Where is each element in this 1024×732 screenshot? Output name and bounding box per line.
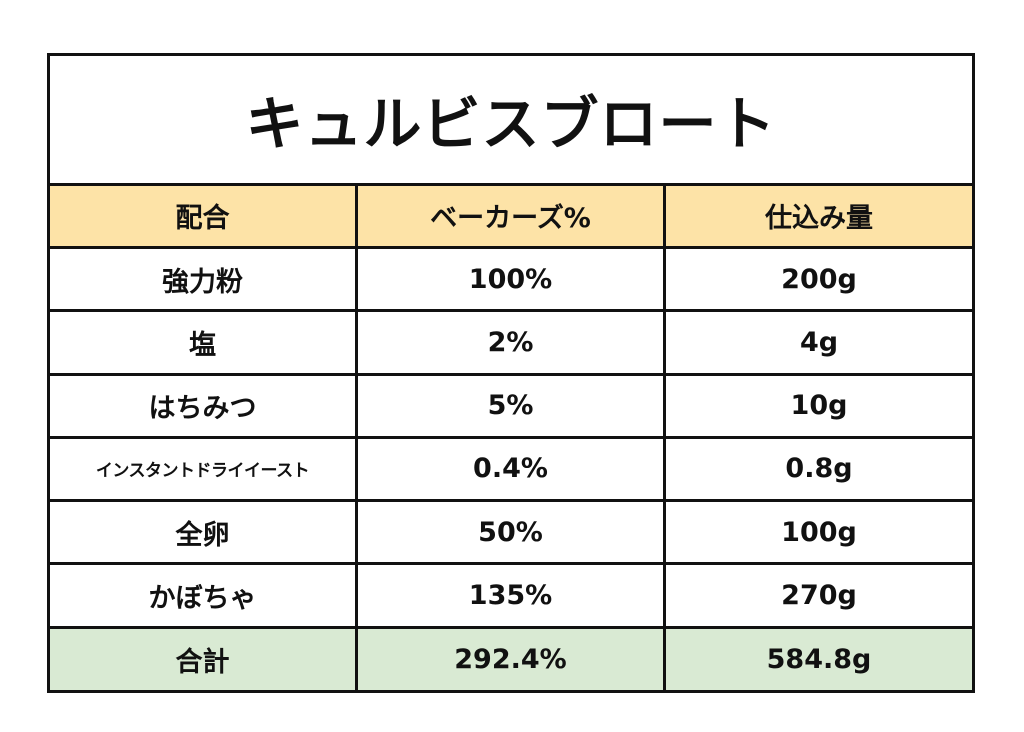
amount: 4g	[662, 309, 976, 376]
amount: 270g	[662, 562, 976, 629]
bakers-percent: 2%	[355, 309, 666, 376]
header-amount: 仕込み量	[662, 182, 976, 249]
bakers-percent: 5%	[355, 372, 666, 439]
ingredient-name: はちみつ	[47, 372, 358, 439]
table-row: はちみつ 5% 10g	[47, 372, 976, 439]
recipe-title: キュルビスブロート	[46, 53, 976, 186]
ingredient-name: インスタントドライイースト	[47, 435, 358, 503]
amount: 10g	[662, 372, 976, 439]
bakers-percent: 0.4%	[355, 435, 666, 503]
total-percent: 292.4%	[355, 625, 666, 694]
amount: 200g	[662, 245, 976, 313]
bakers-percent: 135%	[355, 562, 666, 629]
table-row: 全卵 50% 100g	[47, 499, 976, 566]
header-row: 配合 ベーカーズ% 仕込み量	[47, 182, 976, 249]
header-bakers-percent: ベーカーズ%	[355, 182, 666, 249]
ingredient-name: かぼちゃ	[47, 562, 358, 629]
recipe-table: キュルビスブロート 配合 ベーカーズ% 仕込み量 強力粉 100% 200g 塩…	[46, 53, 976, 694]
amount: 100g	[662, 499, 976, 566]
table-row: かぼちゃ 135% 270g	[47, 562, 976, 629]
bakers-percent: 100%	[355, 245, 666, 313]
table-row: 強力粉 100% 200g	[47, 245, 976, 313]
table-row: 塩 2% 4g	[47, 309, 976, 376]
total-row: 合計 292.4% 584.8g	[47, 625, 976, 694]
ingredient-name: 強力粉	[47, 245, 358, 313]
table-row: インスタントドライイースト 0.4% 0.8g	[47, 435, 976, 503]
ingredient-name: 全卵	[47, 499, 358, 566]
ingredient-name: 塩	[47, 309, 358, 376]
header-ingredient: 配合	[47, 182, 358, 249]
total-amount: 584.8g	[662, 625, 976, 694]
bakers-percent: 50%	[355, 499, 666, 566]
total-label: 合計	[47, 625, 358, 694]
title-row: キュルビスブロート	[46, 53, 976, 186]
amount: 0.8g	[662, 435, 976, 503]
